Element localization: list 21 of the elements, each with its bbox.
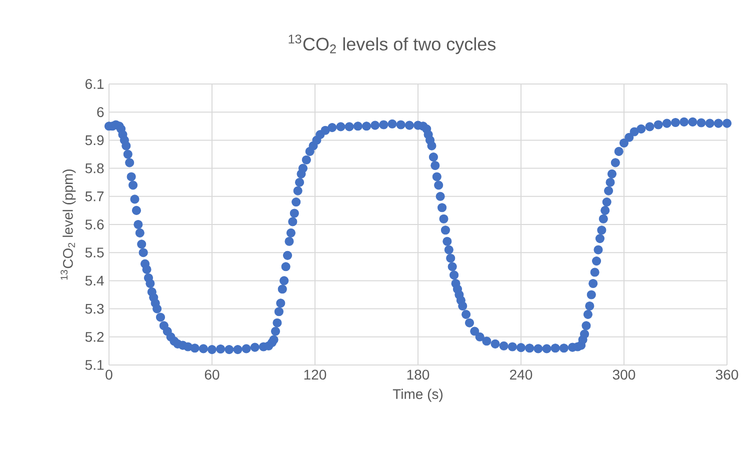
x-tick-label: 240	[510, 370, 532, 380]
x-tick-label: 300	[612, 370, 636, 380]
y-tick-label: 5.2	[85, 332, 104, 342]
y-tick-label: 5.1	[85, 360, 104, 370]
y-tick-label: 5.7	[85, 192, 104, 202]
y-axis-title: $^{13}$CO$_{2}$ level (ppm)	[60, 169, 76, 280]
y-tick-label: 5.8	[85, 163, 104, 174]
y-tick-label: 5.3	[85, 304, 104, 314]
x-axis-title: Time (s)	[392, 388, 443, 402]
x-tick-label: 360	[716, 370, 738, 380]
x-tick-label: 0	[106, 370, 112, 380]
x-tick-label: 120	[304, 370, 326, 380]
y-tick-label: 5.6	[85, 220, 104, 230]
y-tick-label: 6	[97, 107, 104, 118]
chart-title: $^{13}$CO$_{2}$ levels of two cycles	[288, 34, 496, 54]
y-tick-label: 5.9	[85, 135, 104, 146]
x-tick-label: 60	[204, 370, 220, 380]
y-tick-label: 6.1	[86, 79, 104, 89]
x-tick-label: 180	[407, 370, 430, 380]
y-tick-label: 5.4	[85, 276, 104, 286]
y-tick-label: 5.5	[85, 248, 104, 258]
